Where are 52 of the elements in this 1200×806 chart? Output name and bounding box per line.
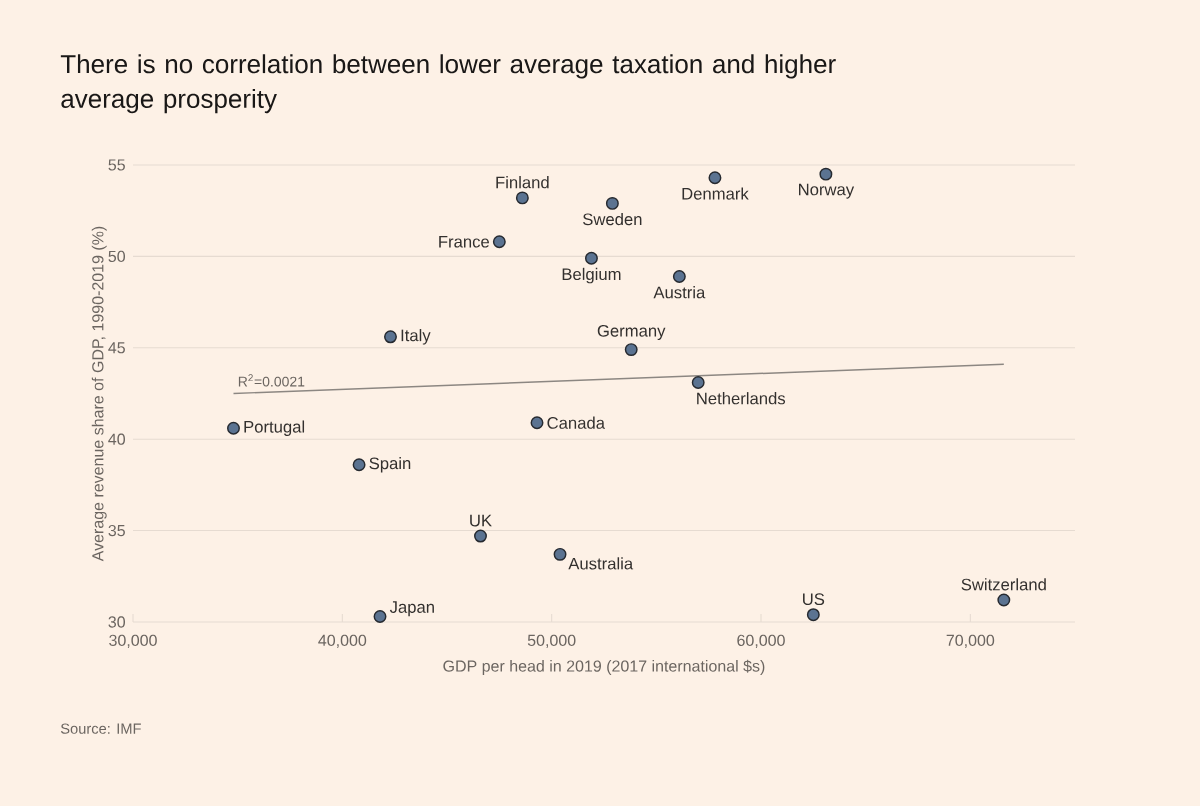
annotation: US xyxy=(803,593,825,606)
annotation: Italy xyxy=(401,329,431,345)
y-tick-label: 30 xyxy=(108,616,126,628)
annotation: Netherlands xyxy=(697,392,786,405)
annotation: Germany xyxy=(597,324,666,341)
annotation: Australia xyxy=(568,557,634,570)
point xyxy=(997,593,1011,607)
annotation: Austria xyxy=(653,286,706,299)
point xyxy=(492,235,506,249)
point xyxy=(515,191,529,205)
point xyxy=(819,167,833,181)
y-axis-title: Average revenue share of GDP, 1990-2019 (%) xyxy=(91,226,107,562)
annotation: Norway xyxy=(799,183,855,199)
point xyxy=(624,343,638,357)
annotation: Japan xyxy=(389,601,434,617)
point xyxy=(806,608,820,622)
point xyxy=(384,330,397,344)
annotation: Portugal xyxy=(244,420,305,436)
point xyxy=(373,610,387,623)
x-axis-title: GDP per head in 2019 (2017 international $s) xyxy=(443,659,765,675)
y-tick-label: 35 xyxy=(108,524,125,537)
x-tick-label: 50,000 xyxy=(527,634,576,648)
point xyxy=(553,547,567,561)
annotation: Canada xyxy=(547,416,605,429)
point xyxy=(584,251,598,265)
annotation: Switzerland xyxy=(961,578,1046,591)
point xyxy=(474,529,487,543)
annotation: Denmark xyxy=(682,187,749,200)
x-tick-label: 70,000 xyxy=(946,634,995,648)
point xyxy=(530,416,544,430)
y-tick-label: 50 xyxy=(108,250,126,263)
x-tick-label: 30,000 xyxy=(109,634,157,648)
point xyxy=(227,421,240,435)
annotation: Spain xyxy=(369,457,411,473)
point xyxy=(708,171,722,185)
point xyxy=(605,196,619,210)
annotation: Sweden xyxy=(583,212,642,226)
annotation: Finland xyxy=(496,176,549,189)
annotation: UK xyxy=(470,514,492,527)
chart-title: There is no correlation between lower average taxation and higher average prosperity xyxy=(60,54,836,114)
x-tick-label: 60,000 xyxy=(737,634,785,648)
y-tick-label: 40 xyxy=(108,433,126,445)
point xyxy=(691,376,705,389)
y-tick-label: 55 xyxy=(108,159,125,171)
point xyxy=(672,270,686,283)
annotation: R$^{2}$=0.0021 xyxy=(238,374,305,387)
x-tick-label: 40,000 xyxy=(318,634,367,648)
annotation: France xyxy=(439,235,489,248)
annotation: Belgium xyxy=(562,267,621,284)
point xyxy=(352,458,366,472)
y-tick-label: 45 xyxy=(108,342,125,354)
source-note: Source: IMF xyxy=(60,723,141,734)
